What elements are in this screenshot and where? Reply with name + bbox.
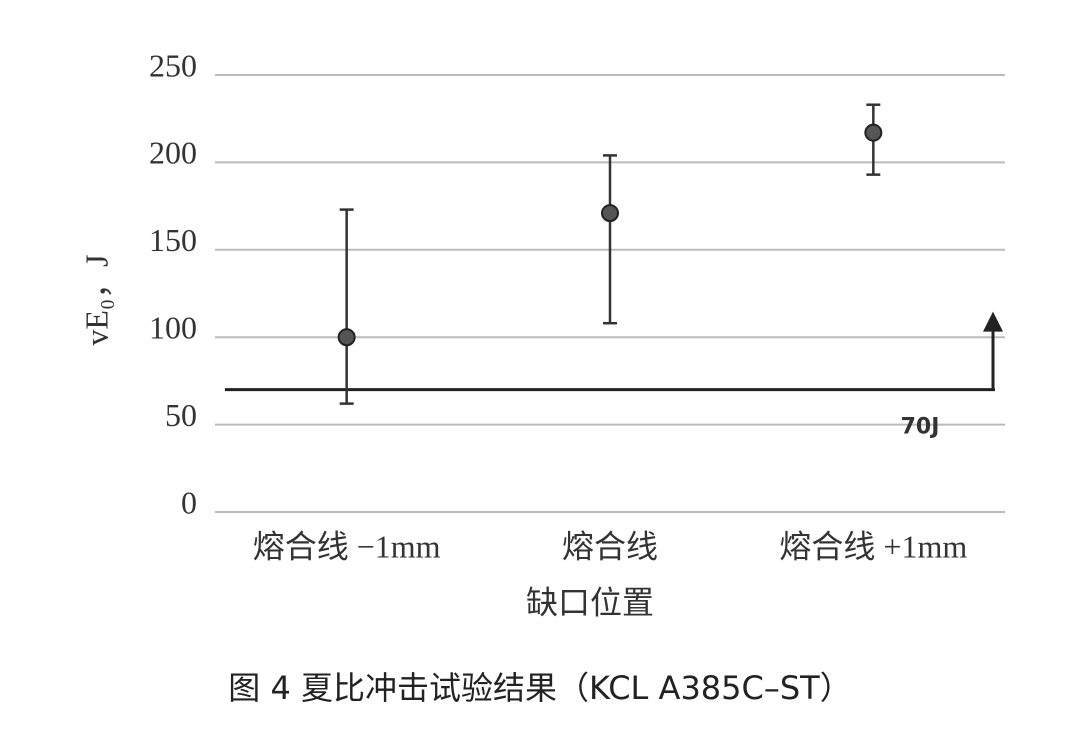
data-point — [337, 328, 356, 347]
y-tick-label: 100 — [149, 310, 197, 346]
threshold-arrow-head — [983, 311, 1003, 332]
x-tick-label: 熔合线 +1mm — [779, 528, 967, 564]
data-point — [864, 123, 883, 142]
y-tick-label: 150 — [149, 222, 197, 258]
data-point — [601, 204, 619, 223]
x-tick-label: 熔合线 −1mm — [253, 528, 441, 564]
y-tick-label: 50 — [165, 397, 197, 433]
y-axis-label: vE₀，J — [78, 254, 114, 345]
x-axis-label: 缺口位置 — [526, 584, 654, 620]
threshold-label: 70J — [901, 415, 940, 440]
y-tick-label: 250 — [149, 47, 197, 83]
chart-title: 图 4 夏比冲击试验结果（KCL A385C–ST） — [228, 669, 851, 707]
x-tick-label: 熔合线 — [562, 528, 658, 564]
y-tick-label: 0 — [181, 484, 197, 520]
y-tick-label: 200 — [149, 135, 197, 171]
